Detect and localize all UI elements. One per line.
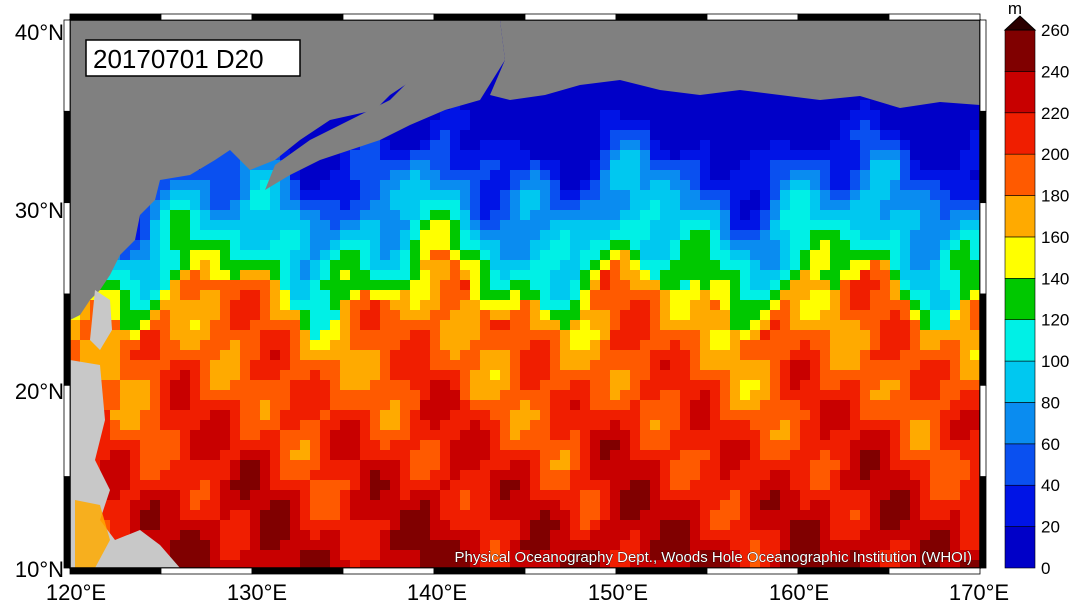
land-top-band	[490, 20, 980, 108]
colorbar-label: 80	[1041, 393, 1060, 412]
colorbar-arrow	[1003, 15, 1037, 31]
colorbar-label: 120	[1041, 311, 1069, 330]
colorbar-label: 200	[1041, 145, 1069, 164]
colorbar-label: 260	[1041, 21, 1069, 40]
lon-tick-label: 140°E	[407, 580, 467, 605]
colorbar-cell	[1004, 112, 1036, 155]
lat-tick-label: 30°N	[15, 198, 64, 223]
colorbar-cell	[1004, 526, 1036, 569]
colorbar-label: 0	[1041, 559, 1050, 578]
colorbar-label: 180	[1041, 187, 1069, 206]
colorbar-cell	[1004, 278, 1036, 320]
colorbar-cell	[1004, 195, 1036, 238]
colorbar: m 0 20 40 60 80 100 120 140 160 180 200 220 240 260	[1003, 0, 1069, 578]
lon-tick-label: 160°E	[769, 580, 829, 605]
colorbar-label: 140	[1041, 269, 1069, 288]
colorbar-cell	[1004, 236, 1036, 279]
colorbar-cell	[1004, 71, 1036, 114]
lat-tick-label: 20°N	[15, 379, 64, 404]
colorbar-label: 60	[1041, 435, 1060, 454]
colorbar-label: 100	[1041, 352, 1069, 371]
date-label-text: 20170701 D20	[93, 44, 264, 74]
colorbar-cell	[1004, 153, 1036, 196]
colorbar-cells	[1003, 15, 1037, 569]
lon-tick-label: 170°E	[949, 580, 1009, 605]
colorbar-label: 20	[1041, 518, 1060, 537]
lat-tick-label: 10°N	[15, 557, 64, 582]
credit-text: Physical Oceanography Dept., Woods Hole …	[455, 549, 972, 566]
lon-tick-label: 130°E	[227, 580, 287, 605]
lat-tick-label: 40°N	[15, 20, 64, 45]
date-label: 20170701 D20	[85, 39, 301, 77]
lon-tick-label: 120°E	[46, 580, 106, 605]
colorbar-label: 220	[1041, 104, 1069, 123]
lon-axis: 120°E 130°E 140°E 150°E 160°E 170°E	[46, 580, 1009, 605]
colorbar-cell	[1004, 402, 1036, 445]
colorbar-label: 160	[1041, 228, 1069, 247]
colorbar-cell	[1004, 443, 1036, 486]
colorbar-cell	[1004, 360, 1036, 403]
map-border-scale	[63, 13, 987, 575]
land-japan	[265, 20, 505, 190]
colorbar-labels: 0 20 40 60 80 100 120 140 160 180 200 220 240 260	[1041, 21, 1069, 578]
colorbar-cell	[1004, 29, 1036, 72]
lon-tick-label: 150°E	[588, 580, 648, 605]
colorbar-cell	[1004, 484, 1036, 527]
colorbar-unit: m	[1008, 0, 1022, 18]
land-luzon-coast	[75, 500, 110, 568]
land-china-north	[70, 20, 500, 320]
map-area: 20170701 D20 Physical Oceanography Dept.…	[70, 20, 980, 568]
colorbar-label: 240	[1041, 62, 1069, 81]
lat-axis: 40°N 30°N 20°N 10°N	[15, 20, 64, 582]
colorbar-label: 40	[1041, 476, 1060, 495]
land-taiwan	[90, 290, 112, 350]
colorbar-cell	[1004, 319, 1036, 362]
